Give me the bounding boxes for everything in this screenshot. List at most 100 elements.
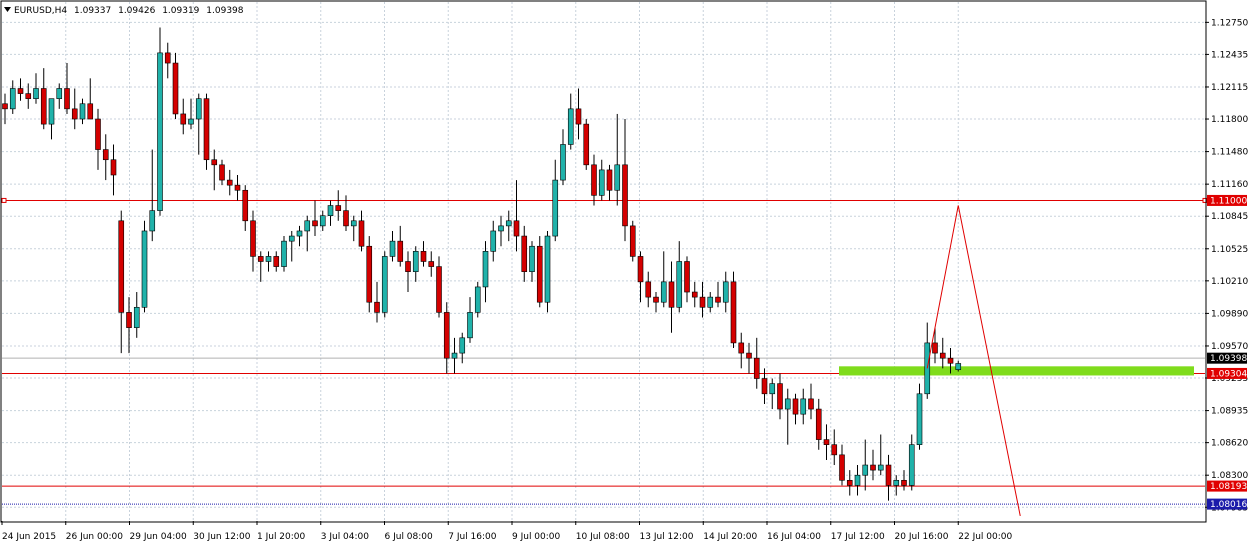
candle-body	[327, 205, 334, 217]
candle-body	[164, 52, 171, 64]
candle	[544, 230, 551, 313]
candle-body	[95, 118, 101, 150]
candle-body	[691, 291, 698, 298]
candle-body	[823, 439, 830, 445]
candle-body	[908, 444, 915, 486]
candle-body	[219, 164, 225, 181]
candle	[505, 210, 512, 242]
candle-body	[9, 88, 16, 110]
candle	[474, 281, 481, 318]
candle	[653, 292, 659, 313]
candle	[234, 175, 241, 201]
candle-body	[358, 220, 365, 247]
candle-body	[273, 256, 280, 267]
candle	[939, 337, 946, 369]
y-tick-label: 1.08300	[1211, 471, 1248, 481]
triangle-down-icon[interactable]	[4, 7, 11, 12]
candle	[405, 251, 411, 293]
candle	[870, 449, 876, 481]
candle	[877, 434, 884, 476]
candle	[149, 149, 156, 242]
candle	[203, 93, 210, 170]
candle	[358, 210, 365, 252]
candle-body	[529, 245, 535, 272]
candle-body	[319, 215, 326, 227]
candle	[567, 93, 574, 150]
candle-body	[536, 245, 543, 303]
candle	[668, 261, 675, 333]
candle-body	[451, 352, 458, 359]
candle-body	[265, 256, 272, 262]
candle	[598, 159, 605, 201]
candle-body	[304, 220, 311, 232]
x-tick-label: 30 Jun 12:00	[193, 532, 250, 542]
y-tick-label: 1.10210	[1211, 277, 1248, 287]
candle	[676, 241, 683, 313]
y-tick-label: 1.08620	[1211, 439, 1248, 449]
candle	[777, 373, 783, 420]
candle	[932, 327, 938, 364]
price-label: 1.09304	[1207, 367, 1247, 379]
candle-body	[141, 230, 148, 308]
candle-body	[474, 286, 481, 313]
candle-body	[482, 251, 489, 288]
candle	[250, 210, 256, 272]
candle-body	[296, 230, 303, 237]
candle	[699, 281, 706, 318]
candle	[211, 149, 218, 191]
candle-body	[614, 164, 621, 191]
candle	[273, 251, 280, 272]
projection-path[interactable]	[926, 205, 1021, 517]
support-zone-rect[interactable]	[839, 366, 1194, 376]
candle	[195, 93, 202, 155]
candle	[381, 251, 388, 318]
x-tick-label: 14 Jul 20:00	[703, 532, 757, 542]
candle	[242, 185, 249, 231]
candle-body	[769, 383, 776, 395]
candle-body	[901, 479, 907, 486]
candle-body	[513, 220, 520, 237]
candle	[753, 337, 760, 389]
candle	[862, 439, 869, 491]
candle	[79, 98, 86, 125]
candle-body	[226, 179, 233, 186]
candle-body	[699, 296, 706, 308]
candle	[467, 297, 473, 343]
candle-body	[598, 169, 605, 196]
y-tick-label: 1.12435	[1211, 50, 1248, 60]
support-zone[interactable]	[839, 366, 1194, 376]
candle	[684, 256, 690, 303]
y-tick-label: 1.11800	[1211, 115, 1248, 125]
grid-lines	[2, 2, 1205, 521]
x-tick-label: 6 Jul 08:00	[385, 532, 434, 542]
x-tick-label: 20 Jul 16:00	[895, 532, 949, 542]
projection-line[interactable]	[926, 205, 1021, 517]
price-label-text: 1.11000	[1210, 196, 1247, 206]
time-axis[interactable]: 24 Jun 2015 26 Jun 00:00 29 Jun 04:00 30 Ju…	[1, 521, 1012, 542]
candle	[583, 119, 590, 170]
candle-body	[79, 103, 86, 120]
candle	[490, 220, 497, 262]
candle	[885, 454, 892, 501]
candle-body	[583, 123, 590, 166]
price-label-text: 1.08016	[1210, 500, 1247, 510]
candle	[2, 93, 8, 125]
candle-body	[870, 464, 876, 471]
price-label: 1.08016	[1207, 498, 1247, 510]
candle-body	[242, 189, 249, 222]
candle-body	[815, 408, 822, 440]
candle	[436, 256, 442, 318]
candle	[420, 241, 427, 267]
candle	[746, 342, 752, 374]
candle-body	[118, 220, 125, 313]
line-anchor-handle[interactable]	[1, 197, 7, 203]
candle-body	[955, 363, 962, 370]
candle-body	[64, 88, 70, 110]
price-label: 1.09398	[1207, 352, 1247, 364]
candle-body	[467, 312, 473, 339]
candle-body	[746, 352, 752, 359]
candle	[25, 83, 32, 109]
y-tick-label: 1.09570	[1211, 342, 1248, 352]
